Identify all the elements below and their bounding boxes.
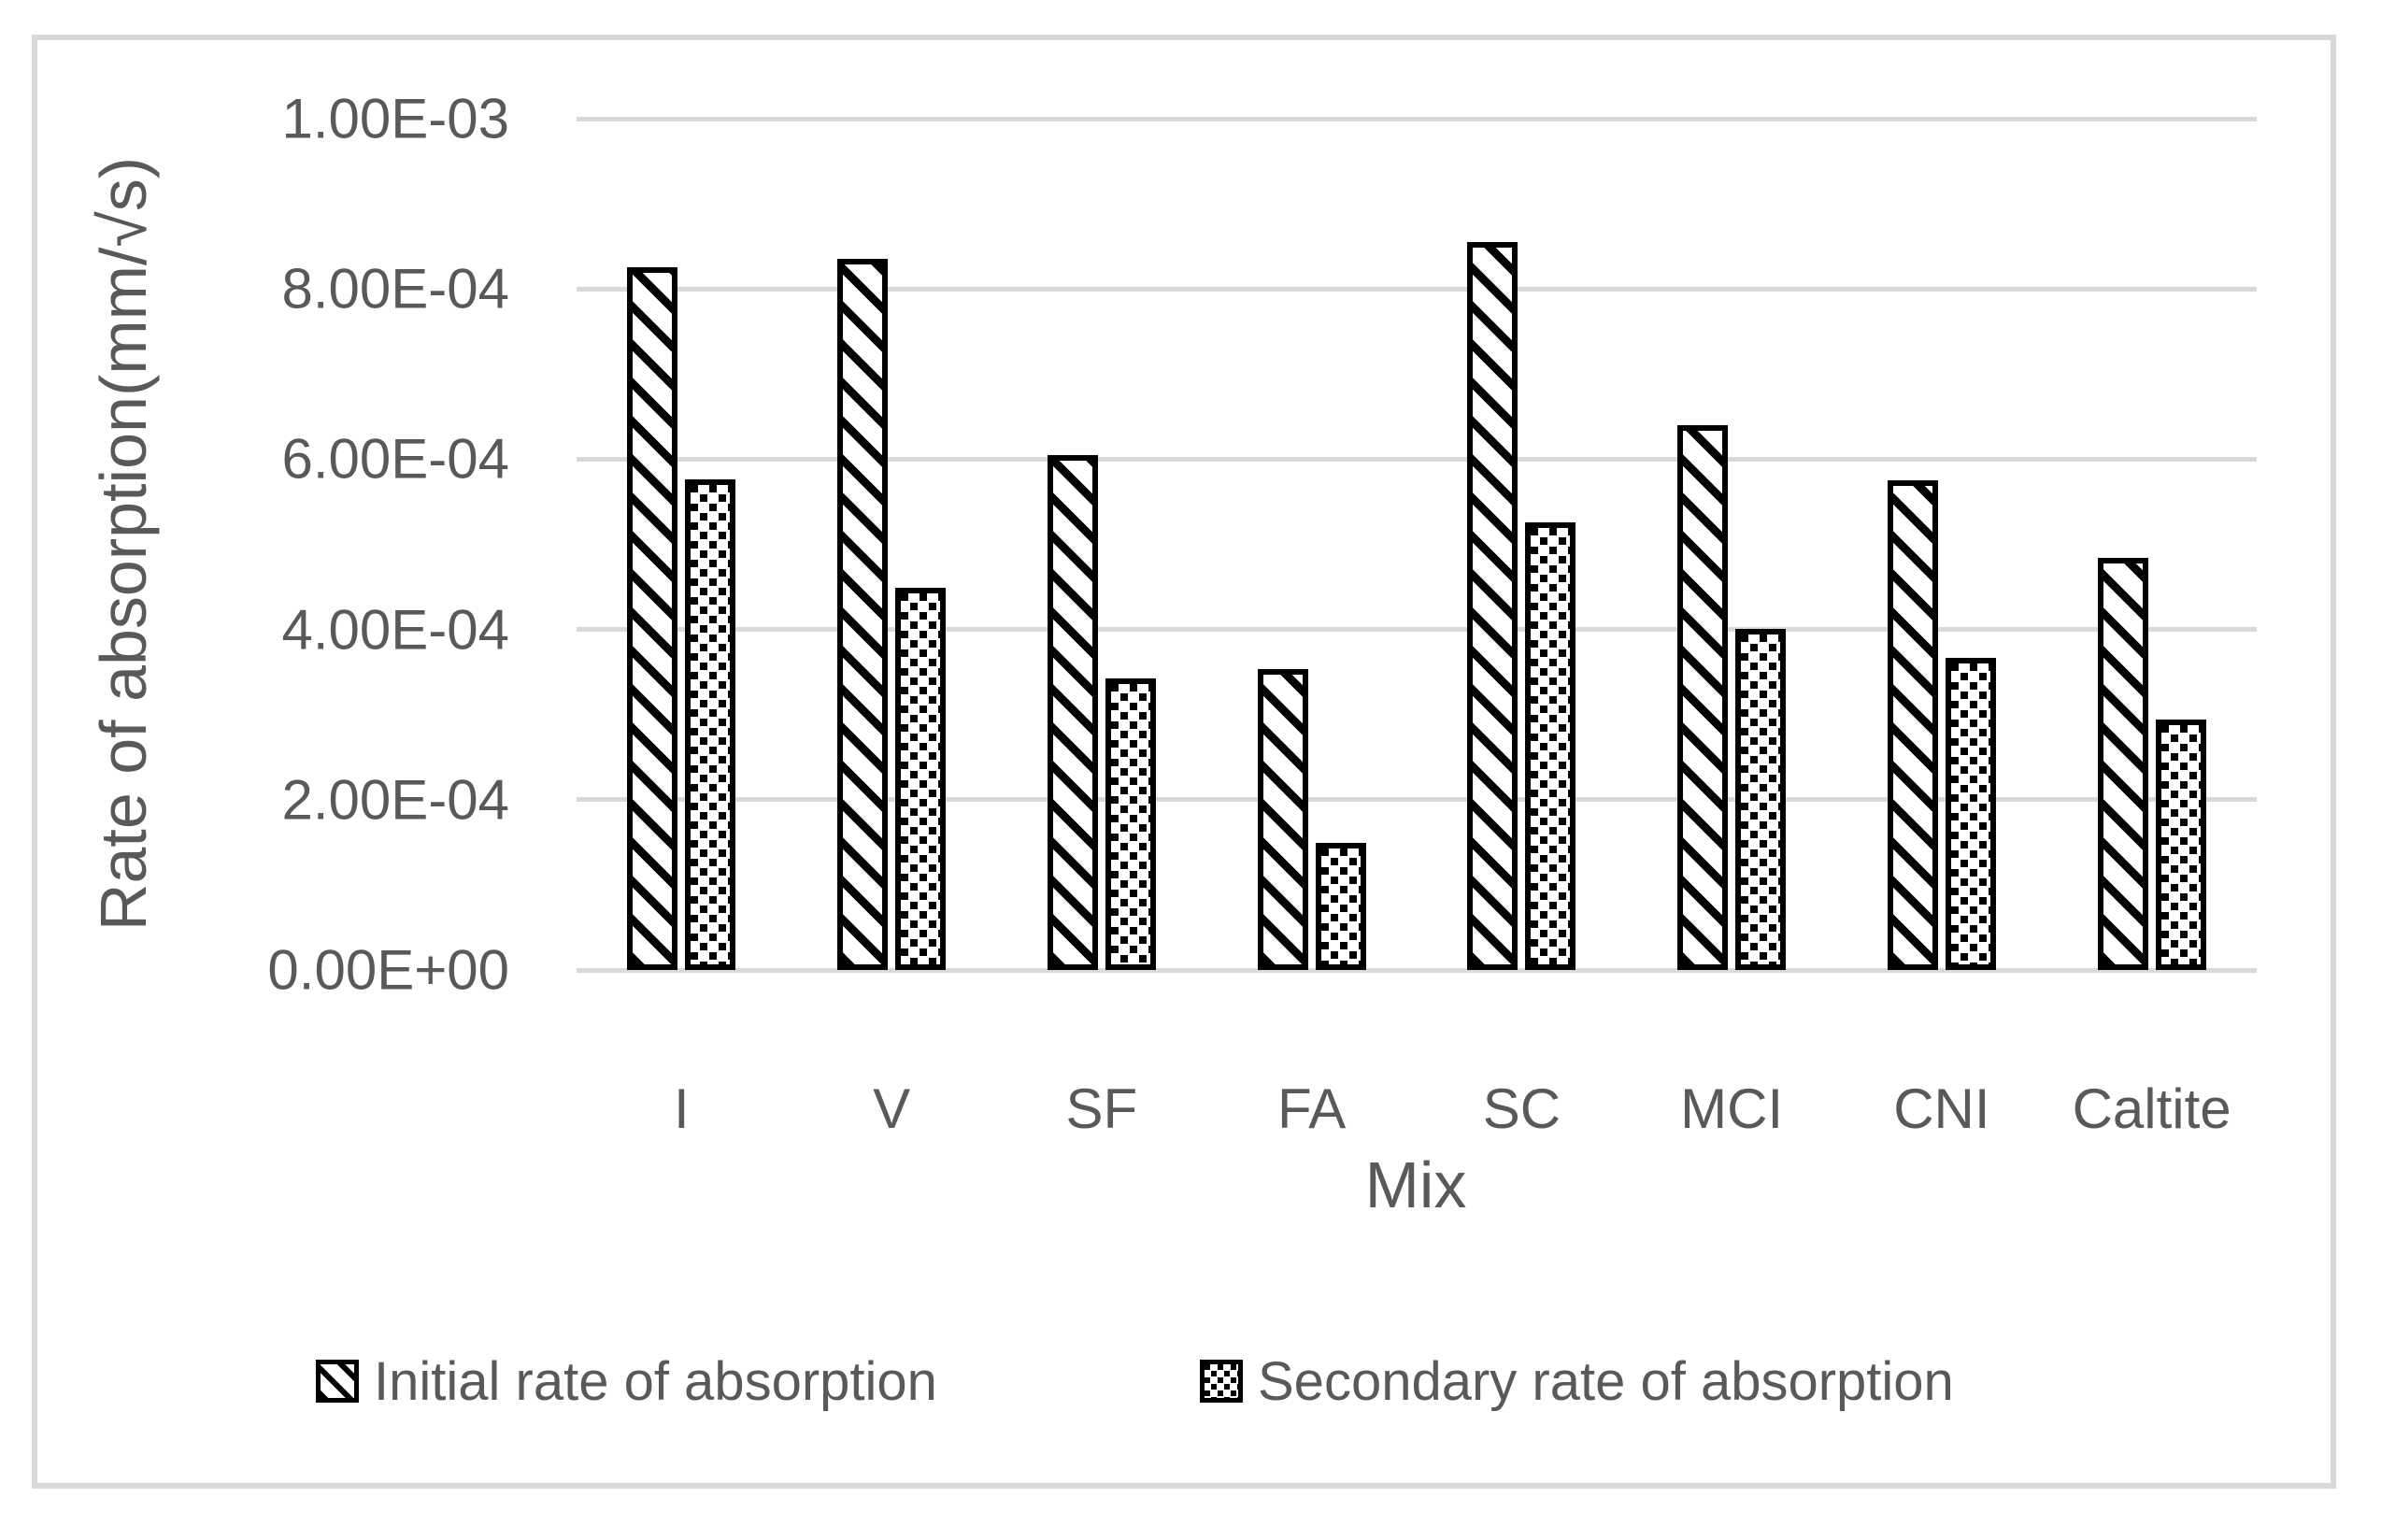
gridline-2.00E-04 bbox=[577, 797, 2257, 803]
legend-item-initial: Initial rate of absorption bbox=[316, 1351, 937, 1412]
gridline-4.00E-04 bbox=[577, 627, 2257, 633]
bar-initial-FA bbox=[1257, 669, 1308, 970]
gridline-1.00E-03 bbox=[577, 116, 2257, 121]
x-category-label-SF: SF bbox=[1065, 1077, 1138, 1140]
bar-initial-CNI bbox=[1887, 480, 1938, 970]
y-axis-title: Rate of absorption(mm/√s) bbox=[87, 156, 160, 932]
bar-initial-MCI bbox=[1677, 424, 1729, 970]
x-axis-title: Mix bbox=[1364, 1148, 1467, 1221]
bar-secondary-SF bbox=[1105, 678, 1156, 970]
bar-initial-SF bbox=[1047, 454, 1098, 970]
x-category-label-V: V bbox=[873, 1077, 911, 1140]
legend-label-secondary: Secondary rate of absorption bbox=[1258, 1350, 1954, 1412]
x-category-label-Caltite: Caltite bbox=[2072, 1077, 2231, 1140]
bar-secondary-Caltite bbox=[2155, 720, 2206, 970]
bar-secondary-CNI bbox=[1945, 657, 1996, 970]
x-category-label-CNI: CNI bbox=[1893, 1077, 1990, 1140]
bar-initial-I bbox=[627, 267, 678, 970]
x-category-label-FA: FA bbox=[1276, 1077, 1347, 1140]
y-tick-label: 2.00E-04 bbox=[281, 768, 509, 832]
legend-label-initial: Initial rate of absorption bbox=[374, 1350, 937, 1412]
bar-secondary-SC bbox=[1525, 521, 1576, 970]
bar-initial-V bbox=[837, 259, 889, 970]
x-category-label-MCI: MCI bbox=[1680, 1077, 1784, 1140]
legend-item-secondary: Secondary rate of absorption bbox=[1200, 1351, 1954, 1412]
y-tick-label: 0.00E+00 bbox=[267, 938, 509, 1002]
bar-initial-Caltite bbox=[2097, 558, 2148, 970]
gridline-0.00E+00 bbox=[577, 967, 2257, 973]
bar-initial-SC bbox=[1467, 242, 1518, 970]
legend-key-secondary-dots-icon bbox=[1200, 1360, 1243, 1403]
gridline-8.00E-04 bbox=[577, 286, 2257, 292]
bar-secondary-MCI bbox=[1735, 628, 1787, 970]
legend: Initial rate of absorption Secondary rat… bbox=[0, 1351, 2381, 1456]
plot-area bbox=[577, 116, 2257, 973]
y-tick-label: 6.00E-04 bbox=[281, 427, 509, 491]
y-tick-label: 8.00E-04 bbox=[281, 257, 509, 321]
chart-border-frame bbox=[32, 35, 2336, 1489]
gridline-6.00E-04 bbox=[577, 456, 2257, 462]
x-category-label-I: I bbox=[674, 1077, 690, 1140]
y-tick-label: 4.00E-04 bbox=[281, 598, 509, 662]
bar-secondary-I bbox=[685, 479, 736, 970]
bar-secondary-V bbox=[895, 587, 947, 970]
legend-key-initial-stripes-icon bbox=[316, 1360, 359, 1403]
x-category-label-SC: SC bbox=[1482, 1077, 1561, 1140]
y-tick-label: 1.00E-03 bbox=[281, 87, 509, 150]
bar-secondary-FA bbox=[1315, 843, 1366, 970]
